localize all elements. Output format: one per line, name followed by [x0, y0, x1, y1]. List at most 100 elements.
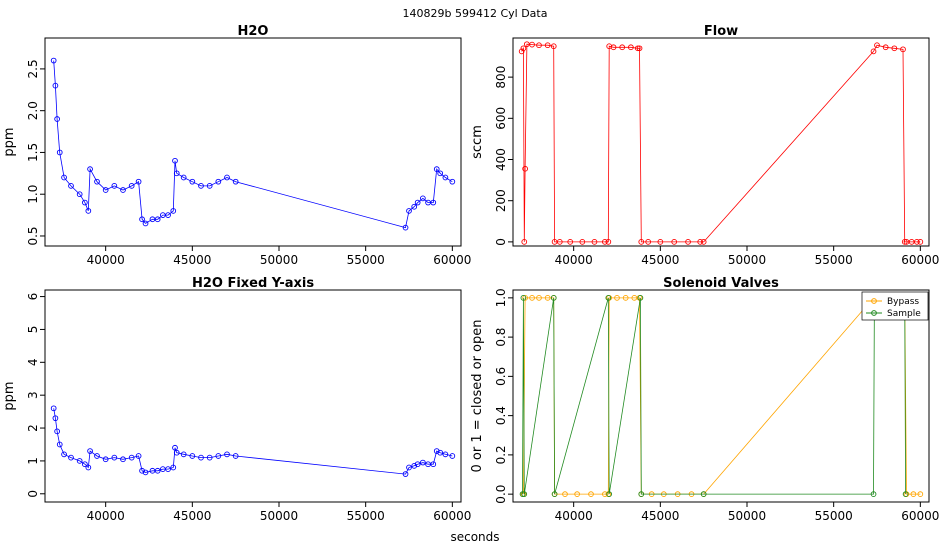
flow-point: [605, 239, 612, 245]
h2o-point: [437, 170, 444, 177]
h2o_fixed-point: [449, 453, 456, 459]
figure-xlabel: seconds: [450, 530, 499, 544]
solenoid-point: [562, 491, 568, 497]
h2o_fixed-point: [414, 461, 421, 468]
solenoid-point: [521, 491, 528, 497]
flow-point: [544, 42, 551, 49]
h2o_fixed-point: [180, 451, 187, 458]
flow-point: [521, 239, 528, 245]
h2o-point: [180, 174, 187, 181]
solenoid-ytick-label: 0.0: [494, 485, 508, 504]
h2o-point: [442, 174, 449, 181]
flow-point: [671, 239, 678, 245]
h2o-point: [414, 199, 421, 206]
h2o-xtick-label: 45000: [173, 253, 211, 267]
h2o-ylabel: ppm: [2, 127, 17, 156]
h2o_fixed-point: [50, 405, 57, 412]
h2o_fixed-xtick-label: 45000: [173, 509, 211, 523]
h2o-ytick-label: 1.0: [26, 185, 40, 204]
solenoid-ytick-label: 0.2: [494, 445, 508, 464]
h2o-point: [54, 116, 60, 122]
flow-ylabel: sccm: [470, 125, 485, 159]
legend-label: Sample: [887, 309, 921, 319]
h2o-point: [172, 157, 178, 164]
h2o_fixed-point: [82, 461, 88, 468]
solenoid-ytick-label: 0.8: [494, 328, 508, 347]
flow-point: [914, 239, 920, 245]
h2o_fixed-point: [433, 448, 440, 454]
h2o-point: [165, 212, 171, 218]
flow-point: [700, 239, 707, 245]
h2o-point: [111, 183, 118, 189]
flow-point: [556, 239, 563, 245]
h2o_fixed-point: [206, 454, 213, 461]
h2o_fixed-xtick-label: 60000: [433, 509, 471, 523]
h2o-point: [56, 149, 63, 156]
h2o_fixed-point: [189, 453, 196, 459]
flow-point: [536, 42, 542, 49]
solenoid-legend: Bypass Sample: [861, 291, 929, 321]
h2o-panel: H2O 40000 45000 50000 55000 60000 0.5 1.0 1.5 2.0…: [2, 24, 471, 267]
flow-point: [870, 48, 877, 55]
solenoid-xtick-label: 40000: [555, 509, 593, 523]
h2o-xtick-label: 55000: [347, 253, 385, 267]
h2o_fixed-point: [215, 453, 222, 459]
h2o_fixed-series-line: [53, 408, 453, 475]
solenoid-point: [550, 295, 557, 301]
flow-xtick-label: 50000: [728, 253, 766, 267]
flow-point: [657, 239, 664, 245]
flow-point: [602, 239, 608, 245]
h2o-point: [420, 195, 426, 202]
h2o-point: [87, 166, 93, 172]
h2o-point: [402, 224, 409, 231]
h2o_fixed-ytick-label: 5: [26, 326, 40, 334]
h2o_fixed-xtick-label: 55000: [347, 509, 385, 523]
h2o_fixed-point: [406, 464, 412, 471]
solenoid-point: [551, 491, 558, 497]
flow-xtick-label: 40000: [555, 253, 593, 267]
solenoid-xtick-label: 50000: [728, 509, 766, 523]
flow-point: [522, 165, 528, 172]
h2o-series-line: [53, 60, 453, 229]
h2o_fixed-point: [61, 451, 67, 458]
solenoid-frame: [512, 289, 930, 503]
flow-point: [891, 45, 898, 52]
h2o_fixed-point: [52, 415, 59, 422]
solenoid-point: [902, 491, 909, 497]
h2o-xtick-label: 50000: [260, 253, 298, 267]
flow-point: [901, 239, 908, 245]
flow-ytick-label: 800: [494, 66, 508, 89]
h2o_fixed-point: [437, 449, 444, 456]
h2o_fixed-point: [154, 467, 161, 474]
h2o-point: [142, 220, 149, 227]
flow-point: [610, 44, 617, 51]
flow-point: [550, 43, 557, 50]
h2o-point: [411, 203, 418, 210]
solenoid-point: [529, 295, 535, 301]
h2o_fixed-point: [165, 466, 171, 472]
solenoid-panel: Solenoid Valves 40000 45000 50000 55000 60000…: [470, 276, 939, 523]
flow-point: [874, 42, 880, 49]
flow-point: [634, 45, 641, 52]
flow-ytick-label: 200: [494, 189, 508, 212]
h2o-point: [102, 187, 109, 193]
h2o_fixed-point: [87, 448, 93, 454]
flow-point: [591, 239, 598, 245]
h2o_fixed-point: [111, 454, 118, 461]
figure-suptitle: 140829b 599412 Cyl Data: [403, 7, 548, 20]
legend-box: [861, 291, 929, 321]
h2o_fixed-ytick-label: 4: [26, 358, 40, 366]
h2o_fixed-point: [170, 464, 177, 471]
solenoid-point: [574, 491, 580, 497]
h2o_fixed-point: [224, 451, 230, 458]
solenoid-point: [917, 491, 924, 497]
h2o_fixed-point: [420, 459, 426, 466]
h2o-point: [173, 170, 180, 177]
flow-point: [579, 239, 586, 245]
h2o-point: [406, 208, 412, 214]
h2o_fixed-point: [54, 428, 60, 435]
h2o_fixed-point: [135, 453, 142, 459]
h2o_fixed-ytick-label: 1: [26, 457, 40, 465]
h2o-point: [433, 166, 440, 172]
flow-point: [518, 48, 525, 55]
